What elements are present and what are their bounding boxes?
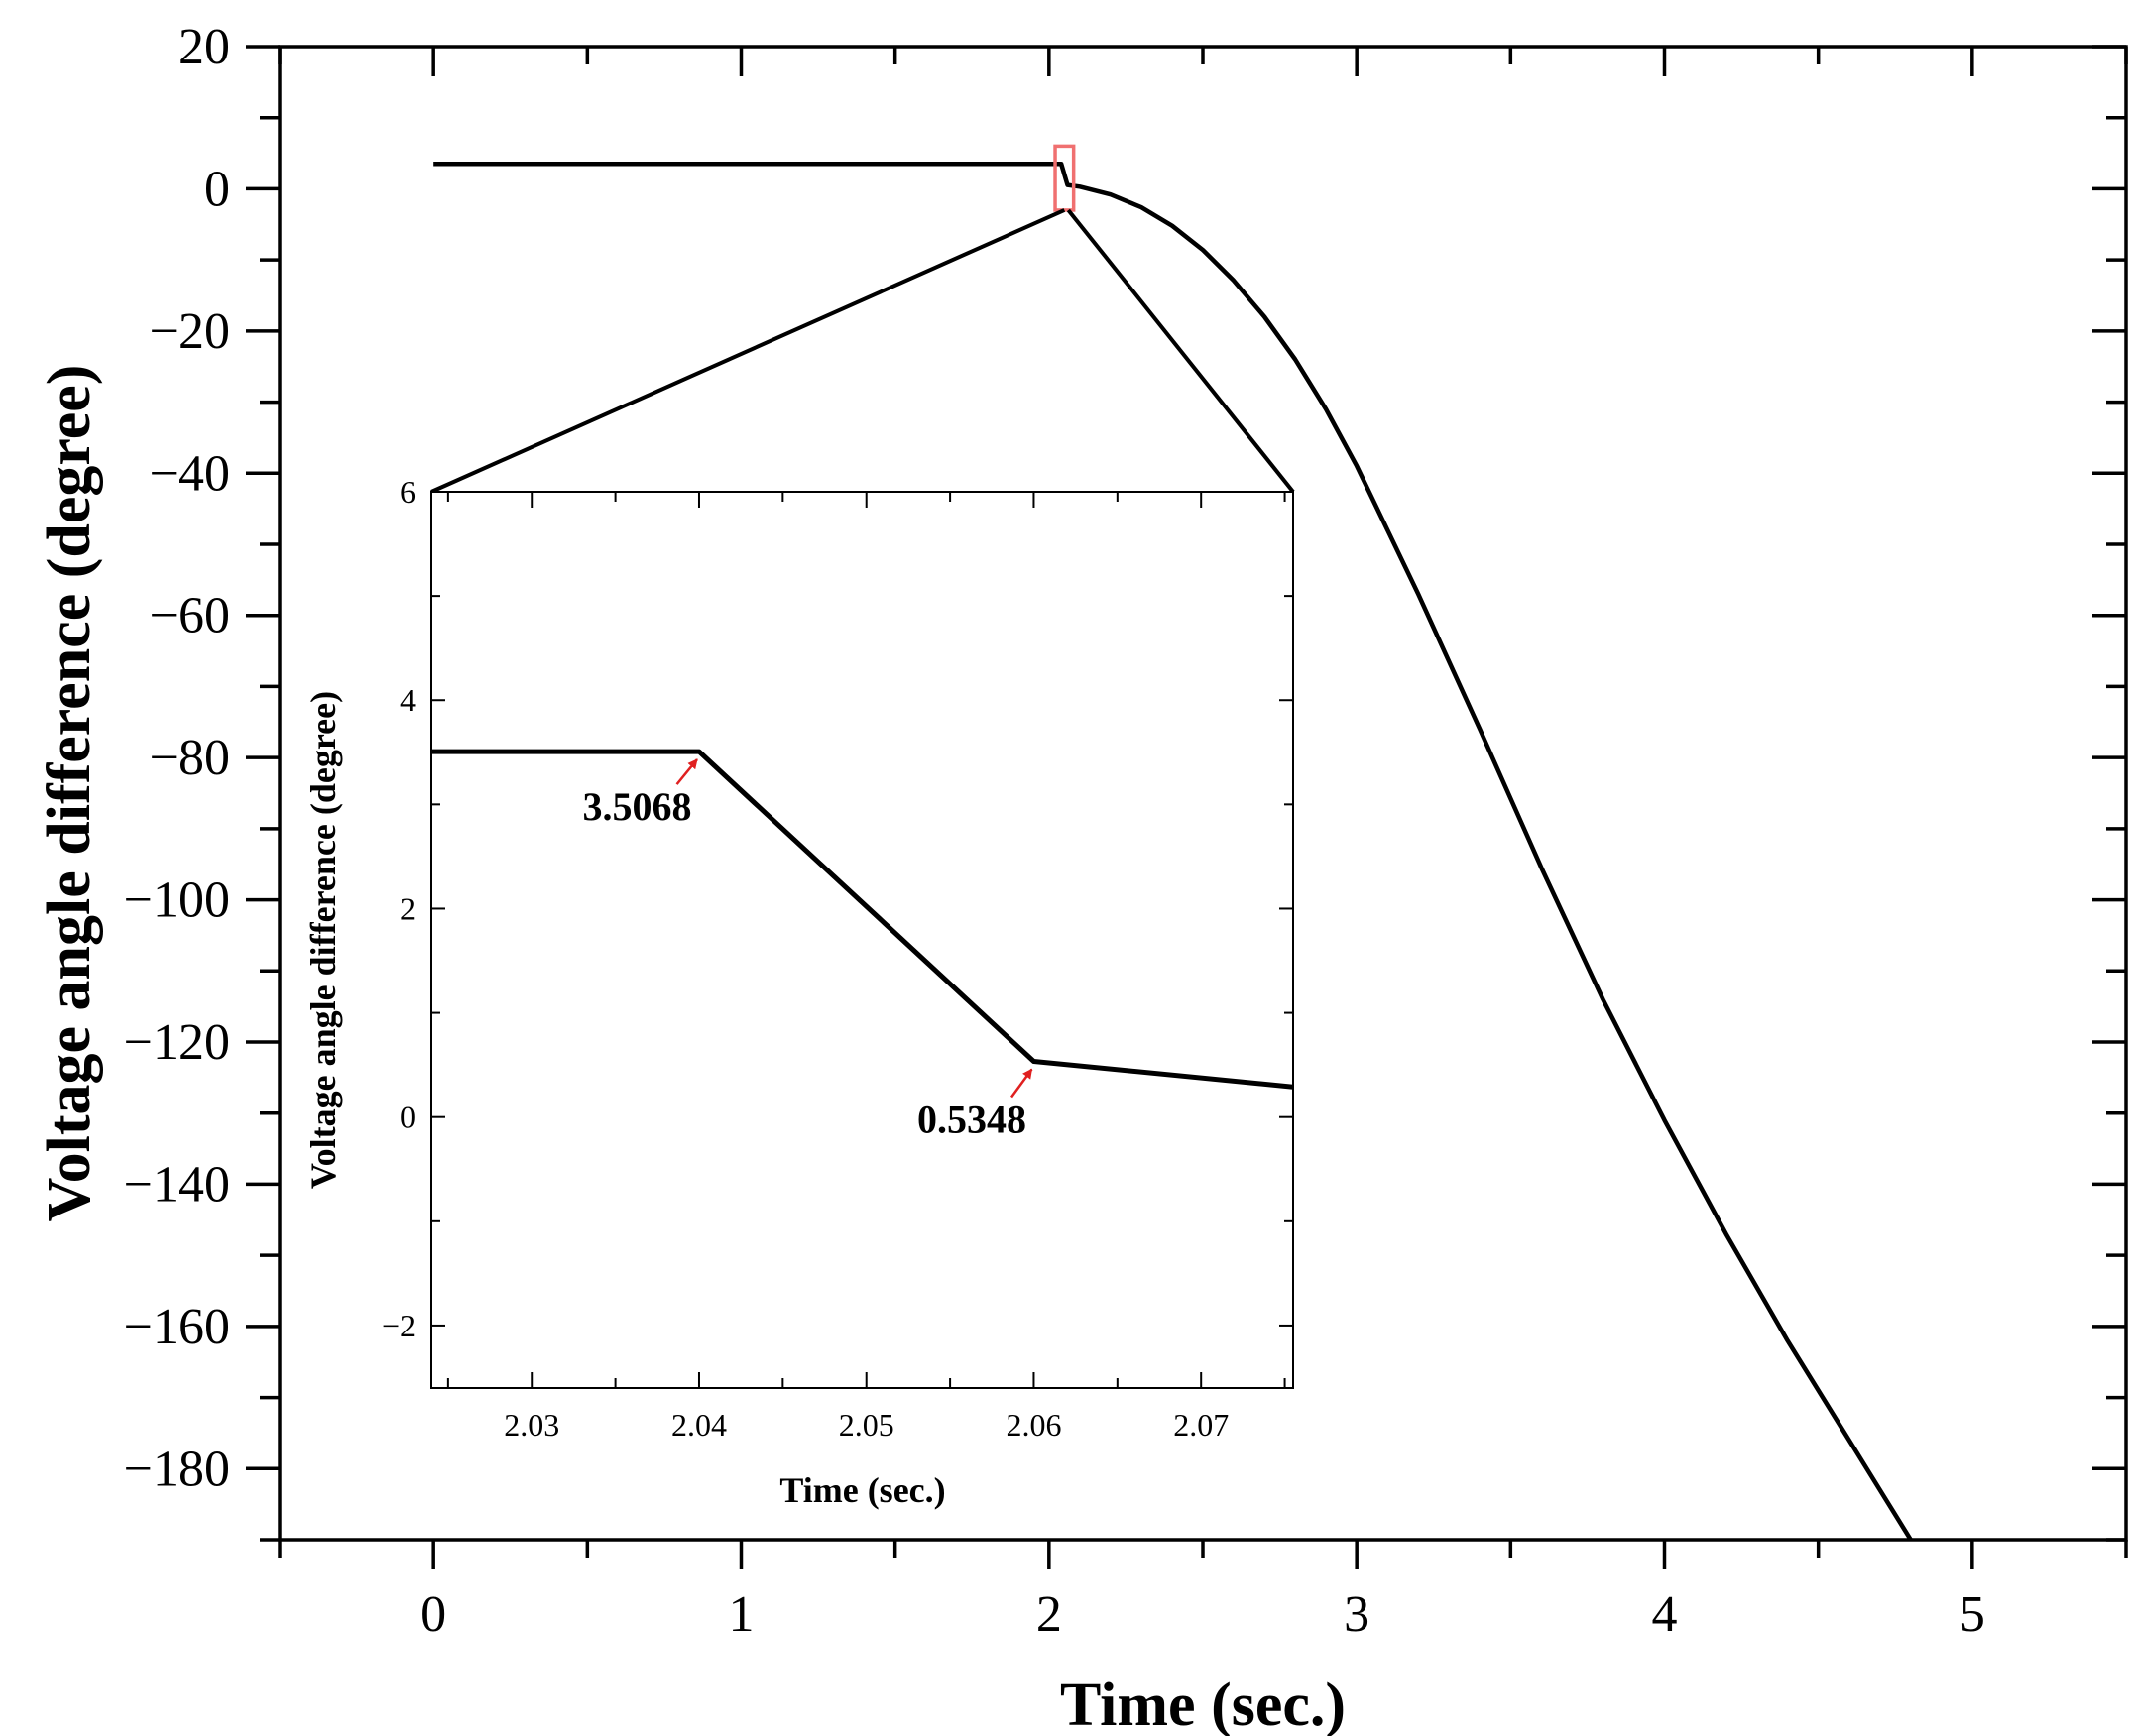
annotation-arrow [675, 758, 698, 785]
main-y-tick-label: −120 [124, 1014, 230, 1071]
main-x-tick-label: 3 [1344, 1586, 1369, 1643]
main-axis-tick-labels: 0 1 2 3 4 5200−20−40−60−80−100−120−140−160−18… [124, 19, 1985, 1643]
zoom-region-box [1053, 144, 1076, 212]
inset-axis-ticks [431, 491, 1293, 1388]
inset-series-line [431, 749, 1293, 1090]
main-y-tick-label: −140 [124, 1156, 230, 1213]
main-y-tick-label: −80 [150, 730, 230, 786]
main-y-tick-label: −20 [150, 303, 230, 360]
main-y-tick-label: −180 [124, 1441, 230, 1497]
main-x-tick-label: 2 [1036, 1586, 1062, 1643]
annotation-label: 3.5068 [583, 784, 692, 829]
inset-plot-frame [430, 491, 1294, 1389]
main-axis-ticks [246, 45, 2128, 1569]
main-y-axis-label: Voltage angle difference (degree) [36, 365, 103, 1222]
main-y-tick-label: 0 [204, 161, 230, 217]
zoom-connector-right [1066, 208, 1295, 494]
inset-y-tick-label: 4 [400, 682, 416, 718]
inset-x-tick-label: 2.07 [1173, 1407, 1229, 1443]
main-y-tick-label: 20 [178, 19, 230, 75]
main-y-tick-label: −60 [150, 588, 230, 644]
inset-y-tick-label: 2 [400, 890, 416, 926]
main-x-tick-label: 1 [729, 1586, 755, 1643]
annotation-label: 0.5348 [917, 1097, 1026, 1141]
inset-x-tick-label: 2.05 [839, 1407, 894, 1443]
inset-x-tick-label: 2.03 [504, 1407, 559, 1443]
inset-y-tick-label: 0 [400, 1099, 416, 1135]
main-series-line [433, 162, 1914, 1540]
inset-y-axis-label: Voltage angle difference (degree) [303, 691, 343, 1189]
inset-x-tick-label: 2.06 [1006, 1407, 1061, 1443]
main-y-tick-label: −160 [124, 1299, 230, 1355]
inset-y-tick-label: −2 [382, 1308, 416, 1343]
inset-annotations: 3.5068 0.5348 [583, 758, 1033, 1141]
main-x-tick-label: 4 [1652, 1586, 1678, 1643]
main-y-tick-label: −40 [150, 445, 230, 502]
main-x-tick-label: 5 [1959, 1586, 1985, 1643]
zoom-connector-left [430, 208, 1066, 494]
inset-x-tick-label: 2.04 [671, 1407, 727, 1443]
inset-x-axis-label: Time (sec.) [779, 1470, 945, 1510]
annotation-arrow [1010, 1068, 1033, 1099]
main-y-tick-label: −100 [124, 872, 230, 929]
main-x-axis-label: Time (sec.) [1060, 1672, 1346, 1736]
main-x-tick-label: 0 [420, 1586, 446, 1643]
inset-y-tick-label: 6 [400, 474, 416, 510]
inset-axis-tick-labels: 2.03 2.04 2.05 2.06 2.07 −2 0 2 4 6 [382, 474, 1229, 1443]
